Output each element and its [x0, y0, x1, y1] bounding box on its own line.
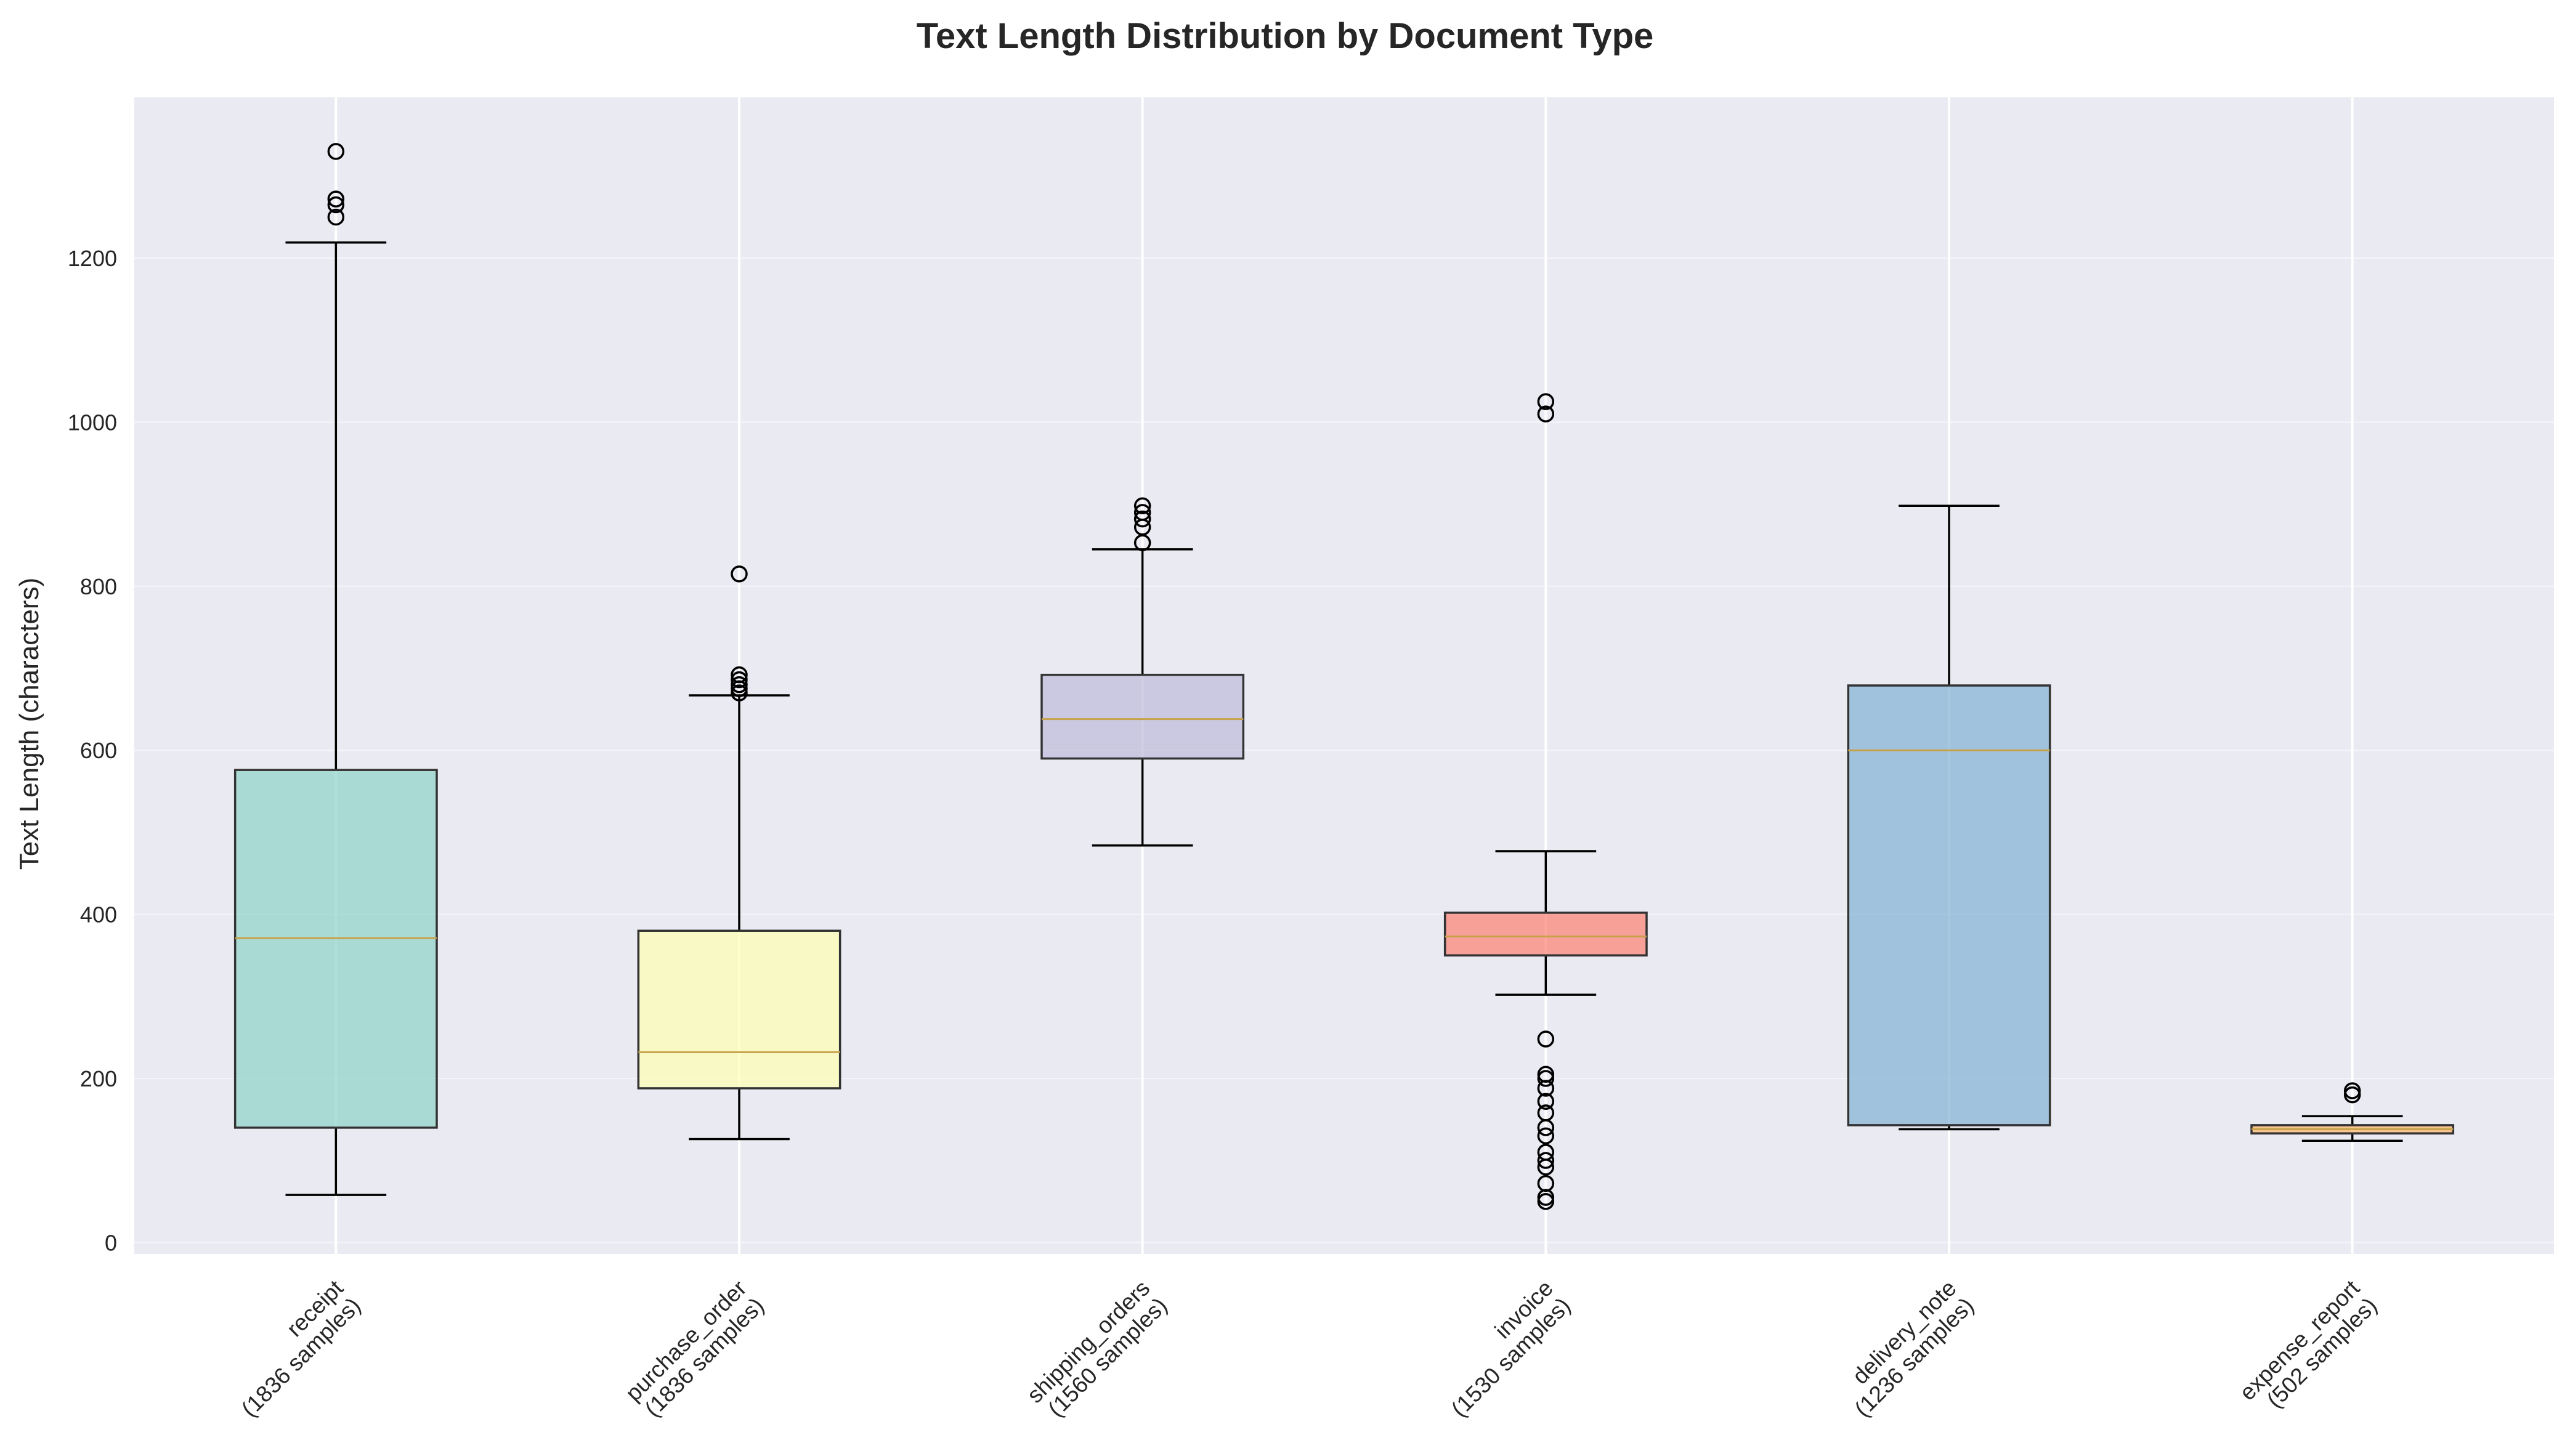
outlier-point: [731, 666, 748, 684]
outlier-point: [327, 143, 345, 160]
outlier-point: [1537, 1104, 1555, 1122]
outlier-point: [731, 676, 748, 694]
box-iqr: [637, 929, 841, 1090]
outlier-point: [1537, 405, 1555, 423]
y-tick-label: 1000: [68, 410, 117, 435]
box-iqr: [233, 769, 438, 1129]
outlier-point: [1133, 504, 1151, 521]
y-tick-label: 400: [80, 902, 117, 928]
box-group-receipt: [233, 143, 438, 1196]
chart-title: Text Length Distribution by Document Typ…: [917, 16, 1654, 56]
outlier-point: [1537, 1066, 1555, 1083]
outlier-point: [1537, 1030, 1555, 1048]
outlier-point: [1537, 1144, 1555, 1161]
box-iqr: [1847, 684, 2051, 1126]
y-tick-label: 0: [105, 1230, 117, 1255]
outlier-point: [1537, 1175, 1555, 1192]
box-group-purchase_order: [637, 565, 841, 1141]
box-group-expense_report: [2250, 1082, 2455, 1142]
outlier-point: [1537, 1093, 1555, 1110]
box-group-invoice: [1443, 393, 1648, 1210]
outlier-point: [327, 190, 345, 208]
plot-area: [134, 97, 2554, 1254]
box-iqr: [1040, 673, 1245, 760]
outlier-point: [327, 196, 345, 214]
outlier-point: [2343, 1082, 2361, 1099]
outlier-point: [1133, 497, 1151, 515]
outlier-point: [731, 671, 748, 689]
y-axis-label: Text Length (characters): [14, 578, 44, 870]
box-group-delivery_note: [1847, 504, 2051, 1131]
box-group-shipping_orders: [1040, 497, 1245, 847]
y-tick-label: 1200: [68, 246, 117, 271]
y-axis-ticks: 0 200 400 600 800 1000 1200: [68, 246, 117, 1255]
outlier-point: [731, 565, 748, 583]
y-tick-label: 600: [80, 738, 117, 763]
outlier-point: [1537, 1127, 1555, 1144]
outlier-point: [1537, 393, 1555, 410]
y-tick-label: 800: [80, 574, 117, 599]
outlier-point: [1537, 1152, 1555, 1169]
boxes: [233, 143, 2455, 1210]
outlier-point: [1133, 510, 1151, 528]
y-tick-label: 200: [80, 1066, 117, 1091]
outlier-point: [327, 208, 345, 226]
box-iqr: [1443, 912, 1648, 957]
